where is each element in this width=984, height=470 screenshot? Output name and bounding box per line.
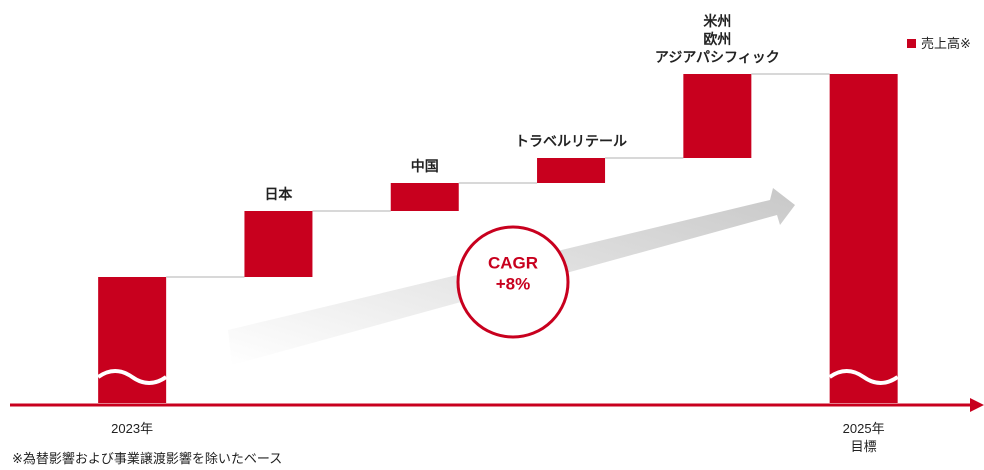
bar-label: 中国 [410, 158, 439, 174]
x-tick-label: 2025年 目標 [842, 421, 885, 454]
legend-label: 売上高※ [921, 36, 971, 51]
cagr-label: CAGR +8% [487, 253, 539, 294]
x-axis-arrow [970, 398, 984, 412]
bar-label: トラベルリテール [515, 133, 628, 149]
bar [244, 211, 313, 277]
bar-label: 米州 欧州 アジアパシフィック [654, 13, 780, 65]
bar [829, 74, 898, 403]
x-tick-label: 2023年 [111, 421, 154, 436]
bar [390, 183, 459, 211]
legend-swatch [907, 39, 916, 48]
axis-break [96, 369, 168, 385]
bar [537, 158, 606, 183]
footnote: ※為替影響および事業譲渡影響を除いたベース [12, 451, 283, 466]
axis-break [828, 369, 899, 385]
bar-label: 日本 [264, 186, 293, 202]
bar [683, 74, 752, 158]
cagr-circle [456, 225, 570, 339]
